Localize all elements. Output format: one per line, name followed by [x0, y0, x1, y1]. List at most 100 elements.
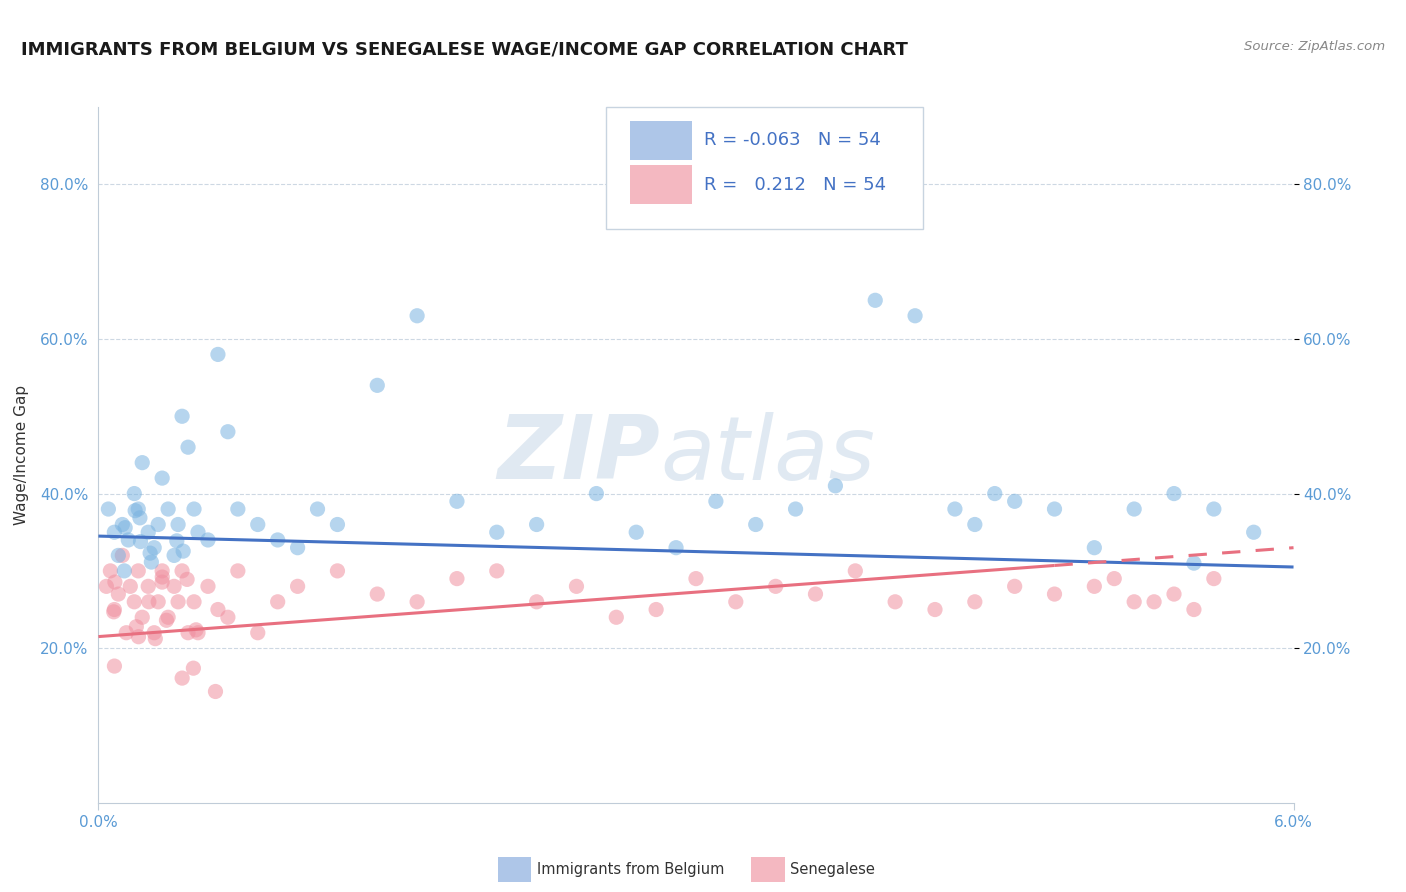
Y-axis label: Wage/Income Gap: Wage/Income Gap — [14, 384, 30, 525]
Point — [103, 525, 125, 540]
Point — [177, 440, 200, 454]
Point — [172, 671, 194, 685]
Point — [1243, 525, 1265, 540]
Point — [366, 587, 388, 601]
Point — [785, 502, 807, 516]
Point — [150, 575, 173, 590]
Point — [267, 595, 290, 609]
Point — [157, 610, 180, 624]
Point — [124, 595, 146, 609]
Point — [103, 602, 125, 616]
Point — [745, 517, 768, 532]
Point — [111, 517, 134, 532]
Point — [112, 564, 135, 578]
Point — [287, 579, 309, 593]
Point — [1123, 595, 1146, 609]
Point — [446, 494, 468, 508]
Point — [824, 479, 846, 493]
Point — [131, 456, 153, 470]
Point — [1102, 572, 1125, 586]
Point — [1163, 587, 1185, 601]
Point — [204, 684, 226, 698]
Point — [645, 602, 668, 616]
Point — [177, 625, 200, 640]
Point — [904, 309, 927, 323]
Point — [141, 555, 163, 569]
Point — [1182, 602, 1205, 616]
Point — [124, 503, 146, 517]
Point — [406, 595, 429, 609]
Point — [863, 293, 886, 308]
FancyBboxPatch shape — [630, 166, 692, 204]
Point — [326, 564, 349, 578]
FancyBboxPatch shape — [630, 121, 692, 160]
Text: Immigrants from Belgium: Immigrants from Belgium — [537, 863, 724, 877]
Point — [143, 541, 166, 555]
Point — [136, 525, 159, 540]
Point — [1163, 486, 1185, 500]
Point — [167, 517, 190, 532]
Point — [115, 625, 138, 640]
Point — [605, 610, 627, 624]
Point — [326, 517, 349, 532]
Point — [226, 502, 249, 516]
Point — [138, 595, 160, 609]
Point — [446, 572, 468, 586]
Point — [804, 587, 827, 601]
Point — [963, 517, 986, 532]
Point — [724, 595, 747, 609]
Point — [207, 602, 229, 616]
Point — [565, 579, 588, 593]
Point — [172, 564, 194, 578]
Point — [217, 610, 239, 624]
Point — [131, 610, 153, 624]
Point — [197, 533, 219, 547]
Point — [1043, 502, 1066, 516]
Point — [150, 570, 173, 584]
Point — [148, 517, 170, 532]
Point — [1043, 587, 1066, 601]
Point — [765, 579, 787, 593]
Point — [685, 572, 707, 586]
Point — [117, 533, 139, 547]
Point — [1143, 595, 1166, 609]
Point — [166, 533, 188, 548]
Point — [104, 575, 127, 590]
Point — [98, 564, 122, 578]
Text: IMMIGRANTS FROM BELGIUM VS SENEGALESE WAGE/INCOME GAP CORRELATION CHART: IMMIGRANTS FROM BELGIUM VS SENEGALESE WA… — [21, 40, 908, 58]
Point — [183, 502, 205, 516]
Point — [143, 632, 166, 646]
Point — [155, 613, 177, 627]
Point — [207, 347, 229, 361]
Point — [172, 409, 194, 424]
Point — [163, 579, 186, 593]
Point — [526, 517, 548, 532]
Point — [176, 573, 198, 587]
Point — [114, 521, 136, 535]
Text: R =   0.212   N = 54: R = 0.212 N = 54 — [704, 176, 886, 194]
Point — [226, 564, 249, 578]
Point — [96, 579, 118, 593]
Point — [984, 486, 1007, 500]
Point — [139, 546, 162, 560]
Point — [287, 541, 309, 555]
Point — [197, 579, 219, 593]
Point — [143, 625, 166, 640]
Point — [406, 309, 429, 323]
Point — [844, 564, 866, 578]
Point — [157, 502, 180, 516]
Point — [103, 605, 125, 619]
Text: ZIP: ZIP — [498, 411, 661, 499]
Point — [485, 525, 508, 540]
Point — [246, 517, 269, 532]
Point — [1123, 502, 1146, 516]
Point — [103, 659, 125, 673]
Point — [125, 620, 148, 634]
Point — [107, 587, 129, 601]
Point — [187, 625, 209, 640]
Point — [136, 579, 159, 593]
Point — [183, 661, 205, 675]
Point — [307, 502, 329, 516]
Point — [884, 595, 907, 609]
Point — [1083, 579, 1105, 593]
